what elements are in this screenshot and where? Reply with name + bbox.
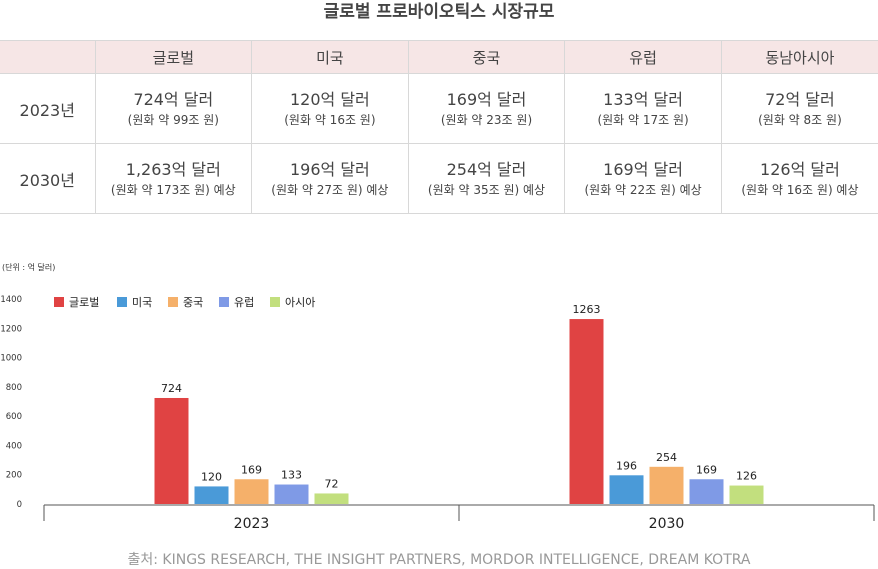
bar-chart: 0 200 400 600 800 1000 1200 1400 글로벌 미국 중국 유럽 아시아 7… <box>0 295 875 532</box>
bar <box>649 466 684 504</box>
bar <box>314 493 349 504</box>
x-tick-label: 2030 <box>649 516 685 532</box>
cell-krw: (원화 약 17조 원) <box>597 112 689 127</box>
bars: 724 120 169 133 72 1263 196 254 169 126 <box>154 303 764 504</box>
cell-krw: (원화 약 22조 원) 예상 <box>584 182 702 197</box>
table-cell: 169억 달러 (원화 약 23조 원) <box>407 73 565 144</box>
y-tick-label: 1200 <box>0 324 22 334</box>
data-label: 133 <box>281 469 302 482</box>
x-axis: 2023 2030 <box>43 504 875 532</box>
bar <box>729 485 764 504</box>
cell-amount: 196억 달러 <box>289 159 370 179</box>
y-axis: 0 200 400 600 800 1000 1200 1400 <box>0 295 22 510</box>
cell-krw: (원화 약 16조 원) <box>284 112 376 127</box>
data-label: 169 <box>241 463 262 476</box>
x-tick-label: 2023 <box>234 516 270 532</box>
y-tick-label: 800 <box>6 383 22 393</box>
data-label: 72 <box>325 477 339 490</box>
data-label: 126 <box>736 470 757 483</box>
data-label: 196 <box>616 459 637 472</box>
cell-krw: (원화 약 23조 원) <box>440 112 533 127</box>
column-header: 유럽 <box>564 40 722 74</box>
data-label: 1263 <box>573 303 601 316</box>
legend-label: 글로벌 <box>69 296 99 309</box>
cell-krw: (원화 약 173조 원) 예상 <box>110 182 236 197</box>
cell-krw: (원화 약 35조 원) 예상 <box>427 182 546 197</box>
data-label: 254 <box>656 451 677 464</box>
table-header-row: 글로벌 미국 중국 유럽 동남아시아 <box>0 40 878 74</box>
y-tick-label: 200 <box>6 471 22 481</box>
cell-krw: (원화 약 8조 원) <box>758 112 842 127</box>
cell-krw: (원화 약 16조 원) 예상 <box>741 182 859 197</box>
bar <box>234 479 269 504</box>
table-cell: 72억 달러 (원화 약 8조 원) <box>720 73 878 144</box>
cell-amount: 169억 달러 <box>446 89 527 109</box>
data-label: 169 <box>696 463 717 476</box>
bar <box>609 475 644 504</box>
market-size-table: 글로벌 미국 중국 유럽 동남아시아 2023년 724억 달러 (원화 약 99… <box>0 40 878 214</box>
legend-swatch <box>270 297 280 307</box>
bar <box>274 484 309 504</box>
bar <box>154 397 189 504</box>
cell-krw: (원화 약 27조 원) 예상 <box>271 182 389 197</box>
legend-label: 유럽 <box>234 295 254 309</box>
legend-swatch <box>219 297 229 307</box>
legend-label: 미국 <box>132 296 152 309</box>
bar <box>569 319 604 504</box>
table-corner-cell <box>0 40 95 74</box>
source-note: 출처: KINGS RESEARCH, THE INSIGHT PARTNERS… <box>127 552 751 568</box>
legend: 글로벌 미국 중국 유럽 아시아 <box>54 295 315 309</box>
legend-swatch <box>54 297 64 307</box>
row-header-year: 2023년 <box>0 73 95 144</box>
y-tick-label: 0 <box>17 500 22 510</box>
table-row: 2030년 1,263억 달러 (원화 약 173조 원) 예상 196억 달러 (… <box>0 143 878 214</box>
table-cell: 1,263억 달러 (원화 약 173조 원) 예상 <box>94 143 252 214</box>
column-header: 동남아시아 <box>720 40 878 74</box>
bar <box>194 486 229 504</box>
y-tick-label: 400 <box>6 441 22 451</box>
cell-amount: 126억 달러 <box>760 159 840 179</box>
cell-amount: 120억 달러 <box>289 89 370 109</box>
chart-title: 글로벌 프로바이오틱스 시장규모 <box>323 2 555 22</box>
table-cell: 133억 달러 (원화 약 17조 원) <box>564 73 722 144</box>
table-row: 2023년 724억 달러 (원화 약 99조 원) 120억 달러 (원화 약 1… <box>0 73 878 144</box>
legend-label: 중국 <box>183 296 203 309</box>
y-tick-label: 600 <box>6 412 22 422</box>
cell-amount: 169억 달러 <box>603 159 683 179</box>
cell-amount: 133억 달러 <box>603 89 683 109</box>
table-cell: 254억 달러 (원화 약 35조 원) 예상 <box>407 143 565 214</box>
y-tick-label: 1000 <box>0 354 22 364</box>
cell-krw: (원화 약 99조 원) <box>127 112 219 127</box>
table-cell: 126억 달러 (원화 약 16조 원) 예상 <box>720 143 878 214</box>
bar <box>689 479 724 504</box>
table-cell: 169억 달러 (원화 약 22조 원) 예상 <box>564 143 722 214</box>
cell-amount: 724억 달러 <box>133 89 214 109</box>
table-cell: 120억 달러 (원화 약 16조 원) <box>251 73 409 144</box>
unit-label: (단위 : 억 달러) <box>2 263 56 272</box>
cell-amount: 72억 달러 <box>765 89 835 109</box>
legend-swatch <box>117 297 127 307</box>
data-label: 120 <box>201 470 222 483</box>
table-cell: 196억 달러 (원화 약 27조 원) 예상 <box>251 143 409 214</box>
table-cell: 724억 달러 (원화 약 99조 원) <box>94 73 252 144</box>
row-header-year: 2030년 <box>0 143 95 214</box>
cell-amount: 1,263억 달러 <box>125 159 221 179</box>
y-tick-label: 1400 <box>0 295 22 305</box>
legend-swatch <box>168 297 178 307</box>
legend-label: 아시아 <box>285 296 315 309</box>
column-header: 중국 <box>407 40 565 74</box>
cell-amount: 254억 달러 <box>446 159 527 179</box>
column-header: 미국 <box>251 40 409 74</box>
data-label: 724 <box>161 382 182 395</box>
column-header: 글로벌 <box>94 40 252 74</box>
